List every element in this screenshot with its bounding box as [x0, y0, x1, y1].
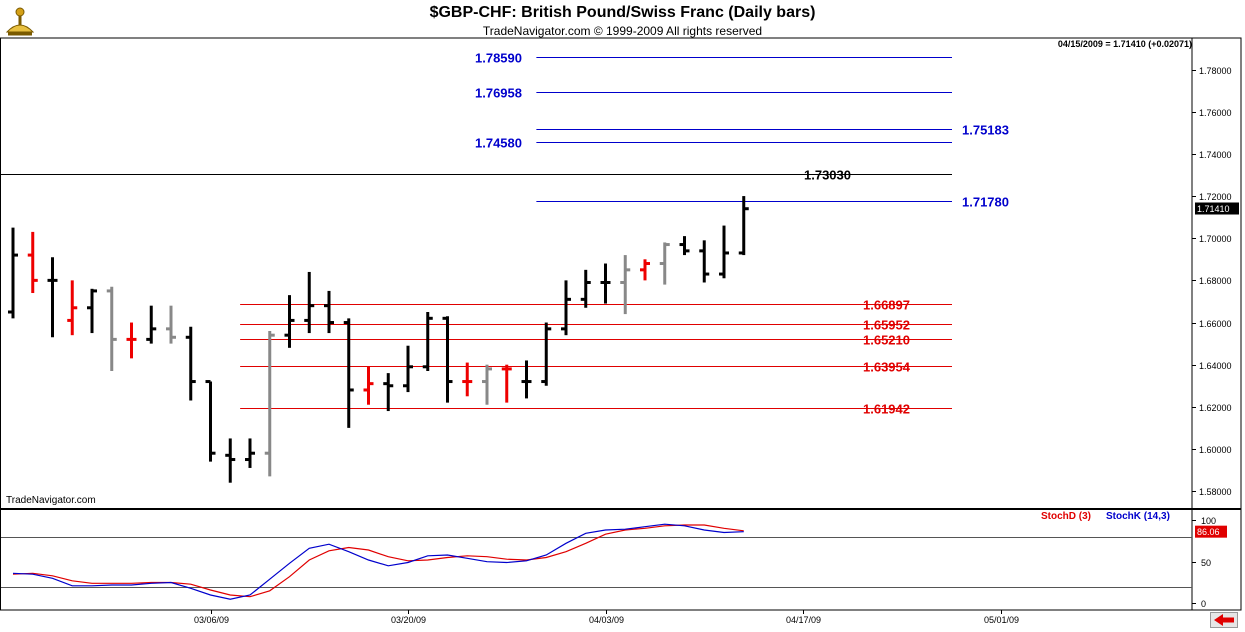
stochd-legend: StochD (3) — [1041, 511, 1091, 522]
stochk-legend: StochK (14,3) — [1106, 511, 1170, 522]
level-label: 1.74580 — [475, 136, 522, 151]
price-tick-label: 1.64000 — [1199, 361, 1232, 371]
date-axis: 03/06/09 03/20/09 04/03/09 04/17/09 05/01/09 — [194, 610, 1019, 625]
ohlc-bar — [225, 438, 236, 483]
date-tick-label: 04/03/09 — [589, 615, 624, 625]
price-tick-label: 1.72000 — [1199, 192, 1232, 202]
stoch-tick-label: 50 — [1201, 558, 1211, 568]
ohlc-bar — [620, 255, 631, 315]
ohlc-bar — [47, 257, 58, 338]
date-tick-label: 03/06/09 — [194, 615, 229, 625]
ohlc-bar — [422, 311, 433, 372]
ohlc-bar — [205, 380, 216, 462]
ohlc-bar — [324, 290, 334, 334]
date-tick-label: 03/20/09 — [391, 615, 426, 625]
scroll-back-button[interactable] — [1210, 612, 1238, 628]
ohlc-bar — [482, 364, 492, 405]
level-label: 1.63954 — [863, 360, 911, 375]
ohlc-bar — [304, 271, 315, 334]
watermark-text: TradeNavigator.com — [6, 495, 96, 506]
price-axis: 1.58000 1.60000 1.62000 1.64000 1.66000 1.680… — [1192, 66, 1239, 497]
last-price-tag — [1195, 202, 1239, 215]
ohlc-bar — [284, 295, 295, 348]
date-tick-label: 04/17/09 — [786, 615, 821, 625]
price-tick-label: 1.74000 — [1199, 150, 1232, 160]
ohlc-bar — [264, 330, 275, 477]
ohlc-bar — [738, 196, 749, 256]
ohlc-bar — [580, 269, 591, 308]
level-label: 1.65210 — [863, 333, 910, 348]
ohlc-bar — [363, 366, 374, 405]
left-arrow-icon — [1214, 614, 1234, 626]
ohlc-bar — [245, 438, 255, 468]
ohlc-bar — [126, 322, 137, 359]
ohlc-bar — [521, 360, 532, 399]
ohlc-bar — [699, 240, 710, 283]
price-tick-label: 1.68000 — [1199, 276, 1232, 286]
level-label: 1.76958 — [475, 86, 522, 101]
ohlc-bar — [383, 373, 394, 412]
level-label: 1.73030 — [804, 168, 851, 183]
price-tick-label: 1.66000 — [1199, 319, 1232, 329]
price-tick-label: 1.58000 — [1199, 487, 1232, 497]
price-tick-label: 1.62000 — [1199, 403, 1232, 413]
ohlc-bar — [561, 280, 571, 336]
ohlc-bar — [659, 242, 670, 285]
level-label: 1.75183 — [962, 123, 1009, 138]
stochk-line — [12, 523, 744, 600]
ohlc-bar — [343, 318, 354, 428]
ohlc-bar — [146, 305, 157, 344]
ohlc-bar — [166, 305, 176, 344]
date-tick-label: 05/01/09 — [984, 615, 1019, 625]
ohlc-bar — [87, 288, 97, 334]
price-tick-label: 1.60000 — [1199, 445, 1232, 455]
ohlc-bar — [27, 231, 38, 294]
copyright-subtitle: TradeNavigator.com © 1999-2009 All right… — [482, 24, 763, 38]
last-price-tag-label: 1.71410 — [1197, 204, 1230, 214]
chart-title: $GBP-CHF: British Pound/Swiss Franc (Dai… — [429, 4, 816, 21]
ohlc-bar — [541, 322, 552, 386]
price-tick-label: 1.70000 — [1199, 234, 1232, 244]
price-levels: 1.78590 1.76958 1.75183 1.74580 1.73030 1.717… — [0, 51, 1009, 417]
ohlc-bar — [600, 263, 611, 304]
stoch-last-tag — [1195, 525, 1227, 538]
stoch-last-tag-label: 86.06 — [1197, 527, 1220, 537]
sextant-logo-icon — [2, 2, 38, 38]
ohlc-bar — [501, 364, 512, 403]
ohlc-bar — [719, 225, 729, 279]
outer-border — [0, 37, 1242, 611]
ohlc-bar — [462, 362, 473, 397]
stochd-line — [12, 524, 744, 598]
price-bars — [8, 196, 749, 483]
price-tick-label: 1.78000 — [1199, 66, 1232, 76]
ohlc-bar — [640, 259, 650, 281]
level-label: 1.78590 — [475, 51, 522, 66]
ohlc-bar — [67, 280, 78, 336]
ohlc-bar — [185, 326, 196, 401]
ohlc-bar — [442, 316, 453, 403]
ohlc-bar — [403, 345, 413, 393]
level-label: 1.66897 — [863, 298, 910, 313]
stoch-tick-label: 100 — [1201, 516, 1216, 526]
level-label: 1.71780 — [962, 195, 1009, 210]
price-tick-label: 1.76000 — [1199, 108, 1232, 118]
ohlc-bar — [8, 227, 18, 319]
ohlc-bar — [106, 286, 117, 372]
level-label: 1.61942 — [863, 402, 910, 417]
chart-frame — [0, 37, 1242, 611]
ohlc-bar — [679, 236, 690, 256]
last-price-readout: 04/15/2009 = 1.71410 (+0.02071) — [1057, 39, 1192, 49]
level-label: 1.65952 — [863, 318, 910, 333]
stoch-tick-label: 0 — [1201, 599, 1206, 609]
